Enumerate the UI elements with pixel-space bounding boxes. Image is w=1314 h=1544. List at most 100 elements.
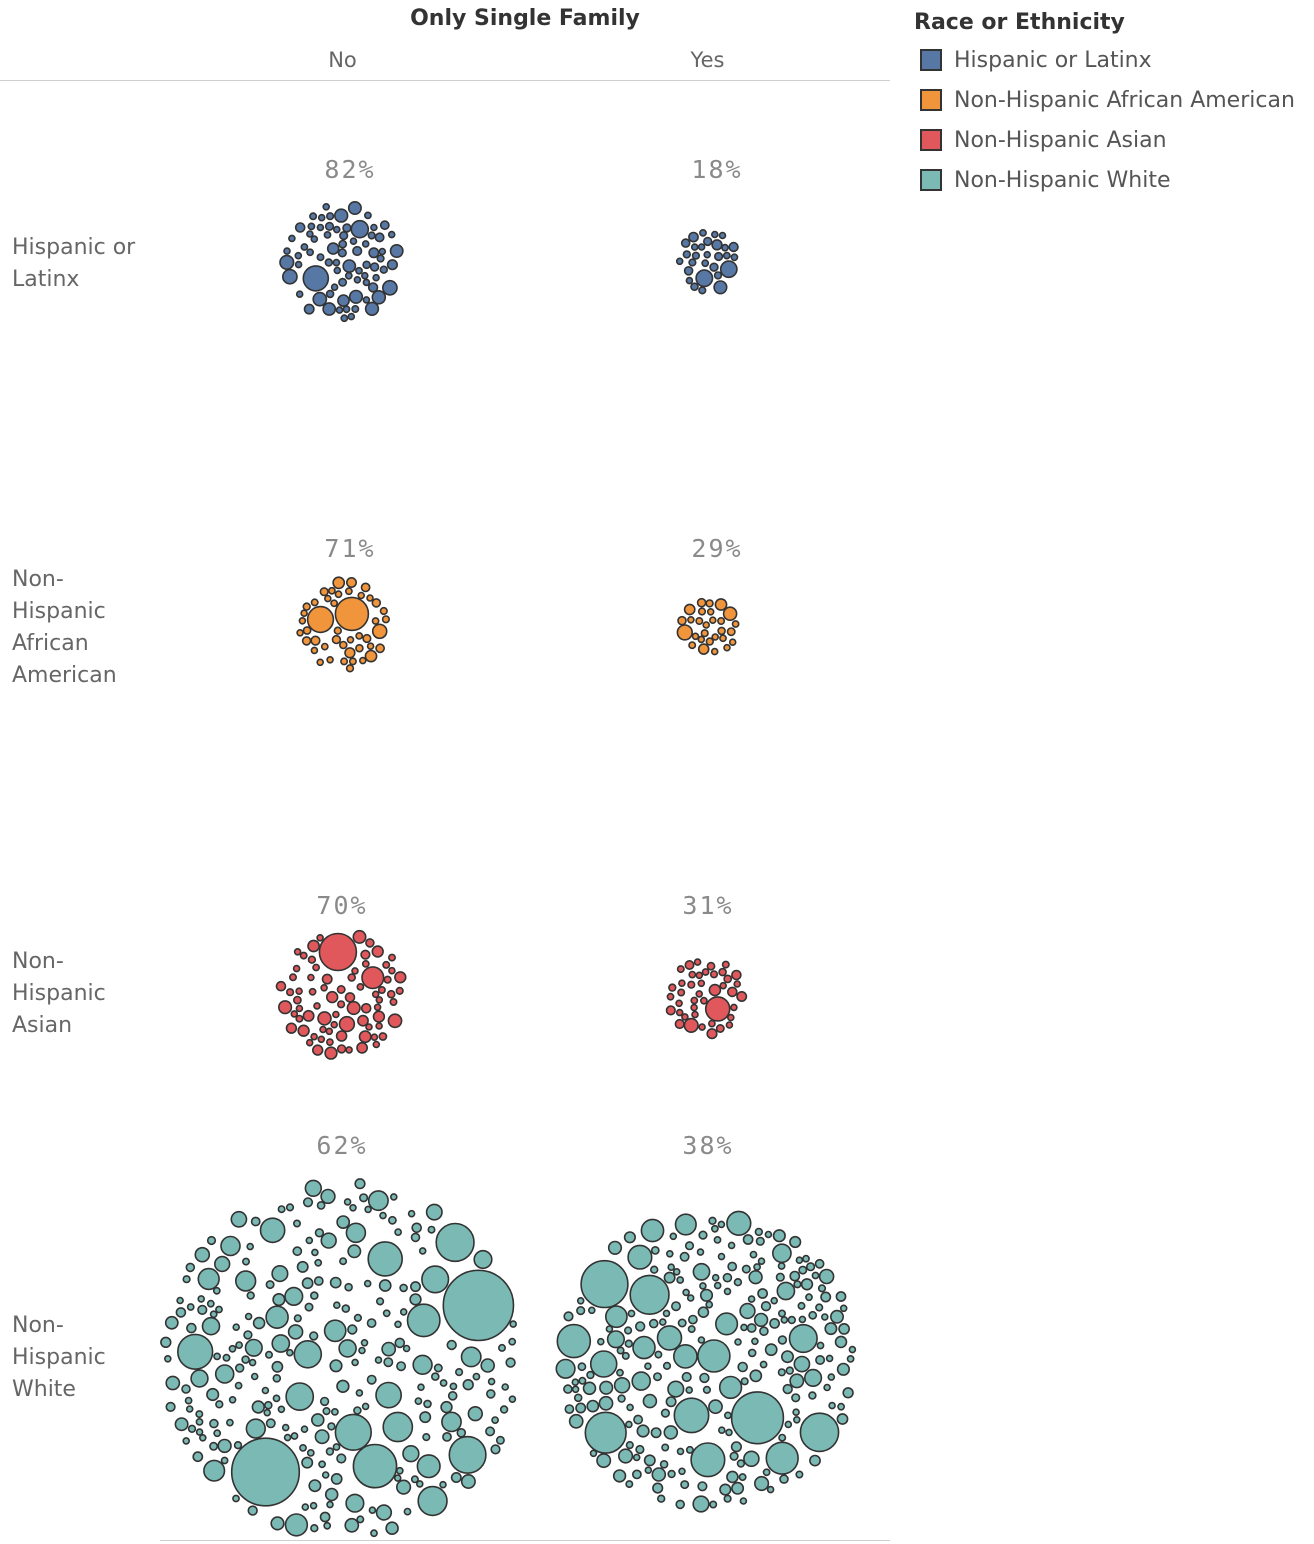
bubble[interactable] [795,1470,804,1479]
bubble[interactable] [711,239,723,251]
bubble[interactable] [623,1326,633,1335]
bubble[interactable] [356,983,365,991]
bubble[interactable] [677,1318,687,1328]
bubble[interactable] [439,1379,448,1387]
bubble[interactable] [164,1315,179,1330]
bubble[interactable] [686,1294,695,1302]
bubble[interactable] [678,1467,686,1476]
bubble[interactable] [417,1485,448,1517]
bubble[interactable] [738,1473,747,1482]
bubble[interactable] [711,1273,720,1282]
bubble[interactable] [332,1443,341,1451]
bubble[interactable] [259,1217,286,1244]
bubble[interactable] [829,1309,844,1324]
bubble[interactable] [195,1410,204,1419]
bubble[interactable] [648,1318,659,1329]
bubble[interactable] [339,1257,348,1266]
bubble[interactable] [376,1297,385,1306]
bubble[interactable] [699,1372,710,1384]
bubble[interactable] [789,1235,802,1249]
bubble[interactable] [748,1269,763,1285]
bubble[interactable] [406,1303,441,1338]
bubble[interactable] [370,1033,379,1041]
bubble[interactable] [680,238,691,248]
bubble[interactable] [302,265,330,292]
bubble[interactable] [702,236,713,247]
bubble[interactable] [733,1277,743,1287]
bubble[interactable] [382,960,391,969]
bubble[interactable] [360,1002,372,1014]
bubble[interactable] [487,1377,496,1386]
bubble[interactable] [779,1474,789,1484]
bubble[interactable] [692,1262,711,1281]
bubble[interactable] [235,1363,245,1373]
bubble[interactable] [185,1262,196,1273]
bubble[interactable] [272,1374,282,1383]
bubble[interactable] [344,1517,360,1533]
bubble[interactable] [319,1511,331,1523]
bubble[interactable] [818,1268,835,1285]
bubble[interactable] [387,1013,403,1029]
bubble[interactable] [719,1483,732,1496]
bubble[interactable] [605,1325,614,1333]
bubble[interactable] [616,1368,624,1377]
bubble[interactable] [220,1456,229,1465]
bubble[interactable] [284,1513,309,1537]
bubble[interactable] [301,636,312,646]
bubble[interactable] [301,1456,314,1469]
bubble[interactable] [726,627,736,637]
bubble[interactable] [375,1381,403,1409]
bubble[interactable] [556,1323,592,1359]
bubble[interactable] [316,933,324,942]
bubble[interactable] [717,1252,726,1261]
bubble[interactable] [740,1323,748,1332]
bubble[interactable] [690,1003,698,1012]
bubble[interactable] [326,655,334,664]
bubble[interactable] [635,1444,645,1455]
bubble[interactable] [165,1401,176,1412]
bubble[interactable] [250,1372,259,1381]
bubble[interactable] [368,247,380,259]
bubble[interactable] [299,951,308,960]
legend-item-african-american[interactable]: Non-Hispanic African American [914,80,1314,120]
bubble[interactable] [409,1293,422,1306]
bubble[interactable] [723,1287,732,1296]
bubble[interactable] [687,1325,696,1334]
bubble[interactable] [298,616,307,625]
bubble[interactable] [723,974,733,984]
bubble[interactable] [206,1235,217,1246]
bubble[interactable] [366,594,374,602]
bubble[interactable] [327,1422,336,1431]
bubble[interactable] [729,1451,739,1461]
bubble[interactable] [778,1433,787,1442]
bubble[interactable] [676,1447,685,1456]
bubble[interactable] [217,1438,232,1454]
bubble[interactable] [495,1435,505,1445]
bubble[interactable] [396,1479,412,1495]
bubble[interactable] [708,616,717,625]
bubble[interactable] [399,1308,408,1316]
bubble[interactable] [323,1319,347,1343]
bubble[interactable] [728,241,739,253]
bubble[interactable] [360,271,369,280]
bubble[interactable] [598,1395,614,1411]
bubble[interactable] [473,1249,493,1270]
bubble[interactable] [709,970,719,979]
bubble[interactable] [803,1368,823,1387]
bubble[interactable] [318,932,358,972]
bubble[interactable] [213,1352,221,1361]
bubble[interactable] [333,266,342,275]
bubble[interactable] [345,1222,367,1244]
bubble[interactable] [409,1281,421,1293]
bubble[interactable] [485,1426,496,1437]
bubble[interactable] [314,1429,330,1445]
bubble[interactable] [672,1268,681,1276]
bubble[interactable] [244,1312,253,1321]
bubble[interactable] [375,1504,393,1521]
bubble[interactable] [626,1403,634,1412]
bubble[interactable] [285,1382,315,1412]
bubble[interactable] [636,1424,650,1438]
bubble[interactable] [697,1339,731,1373]
bubble[interactable] [666,992,675,1001]
bubble[interactable] [271,1264,289,1283]
